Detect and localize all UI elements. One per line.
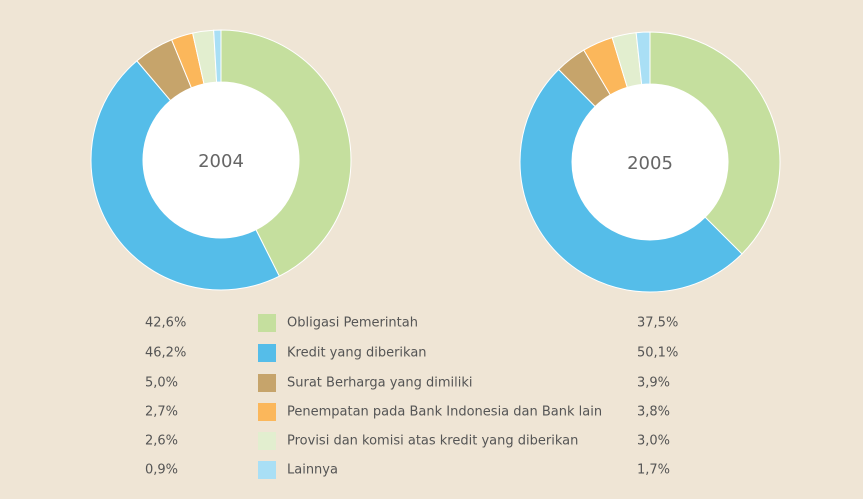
legend-label: Obligasi Pemerintah — [287, 316, 418, 331]
value-label: 50,1% — [637, 346, 678, 361]
value-label: 46,2% — [145, 346, 186, 361]
value-label: 5,0% — [145, 376, 178, 391]
value-label: 1,7% — [637, 463, 670, 478]
legend-label: Penempatan pada Bank Indonesia dan Bank … — [287, 405, 602, 420]
value-label: 42,6% — [145, 316, 186, 331]
legend-swatch — [258, 461, 276, 479]
center-label: 2005 — [627, 153, 673, 174]
legend-swatch — [258, 344, 276, 362]
value-label: 37,5% — [637, 316, 678, 331]
legend-swatch — [258, 374, 276, 392]
legend-label: Kredit yang diberikan — [287, 346, 427, 361]
legend-label: Provisi dan komisi atas kredit yang dibe… — [287, 434, 578, 449]
legend-label: Surat Berharga yang dimiliki — [287, 376, 473, 391]
legend-swatch — [258, 403, 276, 421]
legend-label: Lainnya — [287, 463, 338, 478]
value-label: 2,7% — [145, 405, 178, 420]
donut-slice — [519, 68, 743, 293]
value-label: 2,6% — [145, 434, 178, 449]
center-label: 2004 — [198, 151, 244, 172]
value-label: 3,0% — [637, 434, 670, 449]
donut-hole — [143, 82, 299, 238]
value-label: 3,8% — [637, 405, 670, 420]
value-label: 0,9% — [145, 463, 178, 478]
legend-swatch — [258, 314, 276, 332]
donut-slice — [220, 29, 352, 277]
donut-hole — [572, 84, 728, 240]
value-label: 3,9% — [637, 376, 670, 391]
legend-swatch — [258, 432, 276, 450]
